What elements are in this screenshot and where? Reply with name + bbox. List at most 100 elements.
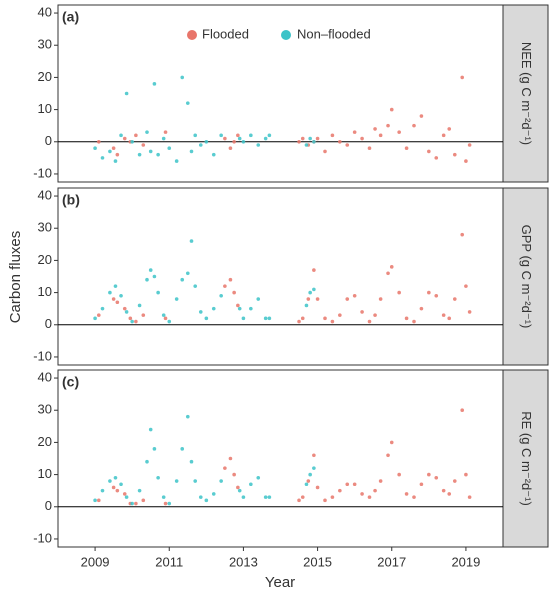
x-tick-label: 2017: [377, 554, 406, 569]
point: [130, 139, 134, 144]
point: [306, 479, 311, 483]
point: [211, 492, 216, 496]
point: [263, 136, 268, 141]
point: [119, 133, 123, 138]
point: [145, 277, 149, 282]
point: [308, 472, 312, 477]
point: [397, 130, 401, 134]
point: [219, 294, 223, 298]
point: [241, 139, 246, 144]
point: [373, 313, 377, 317]
point: [419, 114, 424, 118]
legend-swatch: [281, 30, 291, 40]
point: [397, 290, 401, 295]
x-axis-label: Year: [265, 574, 295, 591]
point: [434, 294, 439, 298]
point: [308, 136, 312, 141]
y-tick-label: 10: [38, 101, 52, 116]
point: [323, 149, 327, 154]
point: [198, 143, 203, 147]
y-tick-label: -10: [33, 348, 52, 363]
point: [163, 501, 168, 506]
strip-label: RE (g C m⁻²d⁻¹): [519, 411, 534, 506]
point: [404, 492, 409, 496]
point: [460, 75, 465, 80]
x-tick-label: 2015: [303, 554, 332, 569]
point: [193, 479, 198, 483]
point: [163, 316, 168, 321]
point: [174, 159, 179, 163]
y-tick-label: 20: [38, 69, 52, 84]
point: [211, 152, 216, 157]
point: [122, 492, 127, 496]
point: [100, 306, 105, 311]
point: [241, 316, 246, 321]
point: [338, 139, 342, 144]
point: [330, 319, 335, 324]
point: [174, 479, 179, 483]
point: [124, 310, 129, 314]
point: [389, 265, 394, 269]
point: [427, 472, 431, 477]
point: [232, 290, 236, 295]
point: [267, 316, 272, 321]
point: [137, 303, 142, 308]
point: [360, 136, 364, 141]
point: [198, 495, 203, 499]
panel: [57, 369, 504, 548]
point: [96, 139, 101, 144]
point: [228, 456, 233, 461]
strip: [502, 187, 549, 366]
y-tick-label: 10: [38, 466, 52, 481]
point: [467, 143, 472, 147]
point: [367, 146, 372, 151]
point: [156, 152, 160, 157]
point: [236, 485, 240, 490]
point: [312, 139, 316, 144]
point: [304, 303, 309, 308]
point: [185, 414, 190, 419]
point: [96, 498, 101, 503]
point: [404, 146, 409, 151]
point: [180, 75, 185, 80]
point: [323, 498, 327, 503]
panel: [57, 4, 504, 183]
point: [228, 277, 233, 282]
point: [93, 498, 97, 503]
point: [167, 146, 172, 151]
point: [198, 310, 203, 314]
point: [122, 136, 127, 141]
point: [263, 495, 268, 499]
panel-title: (c): [62, 374, 79, 390]
y-tick-label: 0: [45, 133, 52, 148]
point: [111, 485, 116, 490]
point: [237, 306, 242, 311]
point: [115, 300, 120, 305]
y-tick-label: 0: [45, 316, 52, 331]
point: [189, 459, 194, 464]
point: [93, 316, 97, 321]
point: [419, 306, 424, 311]
point: [352, 482, 357, 487]
point: [236, 133, 240, 138]
point: [447, 316, 452, 321]
point: [189, 239, 194, 243]
point: [156, 476, 160, 480]
point: [152, 447, 157, 451]
point: [124, 495, 129, 499]
point: [460, 408, 465, 413]
panel: [57, 187, 504, 366]
point: [467, 310, 472, 314]
point: [161, 136, 166, 141]
point: [122, 306, 127, 311]
point: [141, 313, 146, 317]
point: [312, 453, 316, 458]
point: [249, 306, 253, 311]
y-axis-label: Carbon fluxes: [7, 231, 24, 324]
point: [204, 316, 209, 321]
point: [180, 277, 185, 282]
point: [412, 495, 416, 499]
point: [330, 133, 335, 138]
point: [249, 133, 253, 138]
